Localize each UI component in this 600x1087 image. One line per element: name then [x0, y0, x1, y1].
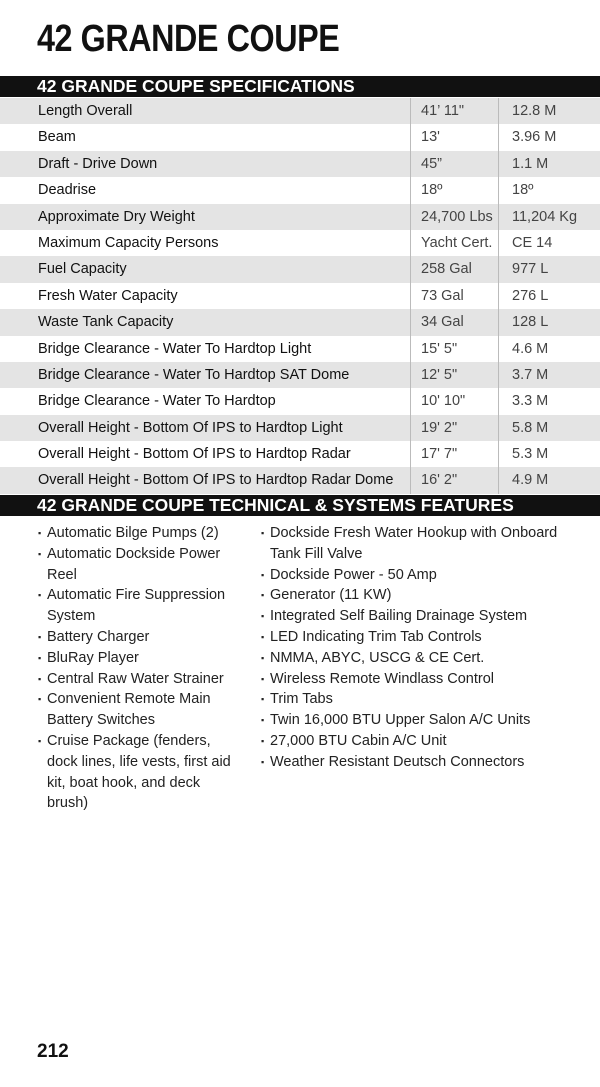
feature-item: NMMA, ABYC, USCG & CE Cert. — [261, 648, 571, 669]
spec-row: Length Overall 41’ 11" 12.8 M — [0, 98, 600, 125]
cell: 4.6 M — [498, 335, 600, 362]
spec-row: Bridge Clearance - Water To Hardtop 10' 1… — [0, 388, 600, 415]
cell: 10' 10" — [410, 388, 498, 415]
cell: Overall Height - Bottom Of IPS to Hardto… — [38, 446, 351, 463]
section-heading: 42 GRANDE COUPE TECHNICAL & SYSTEMS FEAT… — [0, 495, 600, 516]
feature-item: Twin 16,000 BTU Upper Salon A/C Units — [261, 710, 571, 731]
feature-item: 27,000 BTU Cabin A/C Unit — [261, 731, 571, 752]
cell: 276 L — [498, 282, 600, 310]
spec-row: Waste Tank Capacity 34 Gal 128 L — [0, 309, 600, 336]
spec-row: Draft - Drive Down 45” 1.1 M — [0, 150, 600, 178]
cell: 45” — [410, 150, 498, 178]
cell: Bridge Clearance - Water To Hardtop Ligh… — [38, 340, 312, 357]
cell: Draft - Drive Down — [38, 155, 158, 172]
cell: 5.3 M — [498, 441, 600, 468]
cell: 3.96 M — [498, 124, 600, 151]
spec-row: Fresh Water Capacity 73 Gal 276 L — [0, 282, 600, 310]
spec-table: Length Overall 41’ 11" 12.8 M Beam 13' 3.96 M… — [0, 98, 600, 494]
title: 42 GRANDE COUPE — [37, 18, 340, 60]
cell: Waste Tank Capacity — [38, 314, 174, 331]
cell: 15' 5" — [410, 335, 498, 362]
cell: 13' — [410, 124, 498, 151]
spec-row: Beam 13' 3.96 M — [0, 124, 600, 151]
spec-row: Bridge Clearance - Water To Hardtop Ligh… — [0, 335, 600, 362]
cell: 128 L — [498, 309, 600, 336]
cell: 3.3 M — [498, 388, 600, 415]
cell: 1.1 M — [498, 150, 600, 178]
cell: Length Overall — [38, 103, 133, 119]
cell: Fresh Water Capacity — [38, 287, 178, 304]
spec-row: Fuel Capacity 258 Gal 977 L — [0, 256, 600, 283]
cell: 73 Gal — [410, 282, 498, 310]
cell: Approximate Dry Weight — [38, 208, 195, 225]
cell: 258 Gal — [410, 256, 498, 283]
cell: 3.7 M — [498, 361, 600, 389]
feature-item: Wireless Remote Windlass Control — [261, 669, 571, 690]
cell: 18º — [410, 177, 498, 204]
spec-row: Bridge Clearance - Water To Hardtop SAT … — [0, 361, 600, 389]
cell: Overall Height - Bottom Of IPS to Hardto… — [38, 472, 394, 489]
spec-row: Approximate Dry Weight 24,700 Lbs 11,204 K… — [0, 203, 600, 230]
cell: 977 L — [498, 256, 600, 283]
feature-item: Central Raw Water Strainer — [38, 669, 243, 690]
feature-item: Automatic Dockside Power Reel — [38, 544, 243, 586]
cell: Bridge Clearance - Water To Hardtop — [38, 393, 276, 410]
feature-item: Automatic Fire Suppression System — [38, 585, 243, 627]
cell: 34 Gal — [410, 309, 498, 336]
cell: 12' 5" — [410, 361, 498, 389]
feature-item: Generator (11 KW) — [261, 585, 571, 606]
spec-row: Deadrise 18º 18º — [0, 177, 600, 204]
cell: 19' 2" — [410, 414, 498, 442]
cell: Overall Height - Bottom Of IPS to Hardto… — [38, 419, 343, 436]
feature-item: Dockside Fresh Water Hookup with Onboard… — [261, 523, 571, 565]
feature-list: Dockside Fresh Water Hookup with Onboard… — [261, 523, 571, 773]
spec-row: Overall Height - Bottom Of IPS to Hardto… — [0, 467, 600, 494]
feature-item: Integrated Self Bailing Drainage System — [261, 606, 571, 627]
feature-item: Battery Charger — [38, 627, 243, 648]
feature-item: Cruise Package (fenders, dock lines, lif… — [38, 731, 243, 814]
feature-item: BluRay Player — [38, 648, 243, 669]
cell: 41’ 11" — [410, 98, 498, 125]
spec-row: Maximum Capacity Persons Yacht Cert. CE 14 — [0, 229, 600, 257]
feature-item: Weather Resistant Deutsch Connectors — [261, 752, 571, 773]
cell: 11,204 Kg — [498, 203, 600, 230]
feature-item: Convenient Remote Main Battery Switches — [38, 689, 243, 731]
cell: Yacht Cert. — [410, 229, 498, 257]
section-heading: 42 GRANDE COUPE SPECIFICATIONS — [0, 76, 600, 97]
cell: Bridge Clearance - Water To Hardtop SAT … — [38, 366, 350, 383]
cell: 17' 7" — [410, 441, 498, 468]
cell: CE 14 — [498, 229, 600, 257]
cell: 5.8 M — [498, 414, 600, 442]
cell: 4.9 M — [498, 467, 600, 494]
spec-row: Overall Height - Bottom Of IPS to Hardto… — [0, 441, 600, 468]
page-number: 212 — [37, 1041, 69, 1062]
feature-list: Automatic Bilge Pumps (2)Automatic Docks… — [38, 523, 243, 814]
feature-item: Automatic Bilge Pumps (2) — [38, 523, 243, 544]
cell: 24,700 Lbs — [410, 203, 498, 230]
cell: Maximum Capacity Persons — [38, 234, 219, 251]
cell: Fuel Capacity — [38, 261, 127, 278]
feature-item: LED Indicating Trim Tab Controls — [261, 627, 571, 648]
cell: Deadrise — [38, 182, 97, 199]
feature-item: Trim Tabs — [261, 689, 571, 710]
cell: 16' 2" — [410, 467, 498, 494]
cell: 18º — [498, 177, 600, 204]
cell: 12.8 M — [498, 98, 600, 125]
cell: Beam — [38, 129, 76, 146]
feature-item: Dockside Power - 50 Amp — [261, 565, 571, 586]
spec-row: Overall Height - Bottom Of IPS to Hardto… — [0, 414, 600, 442]
